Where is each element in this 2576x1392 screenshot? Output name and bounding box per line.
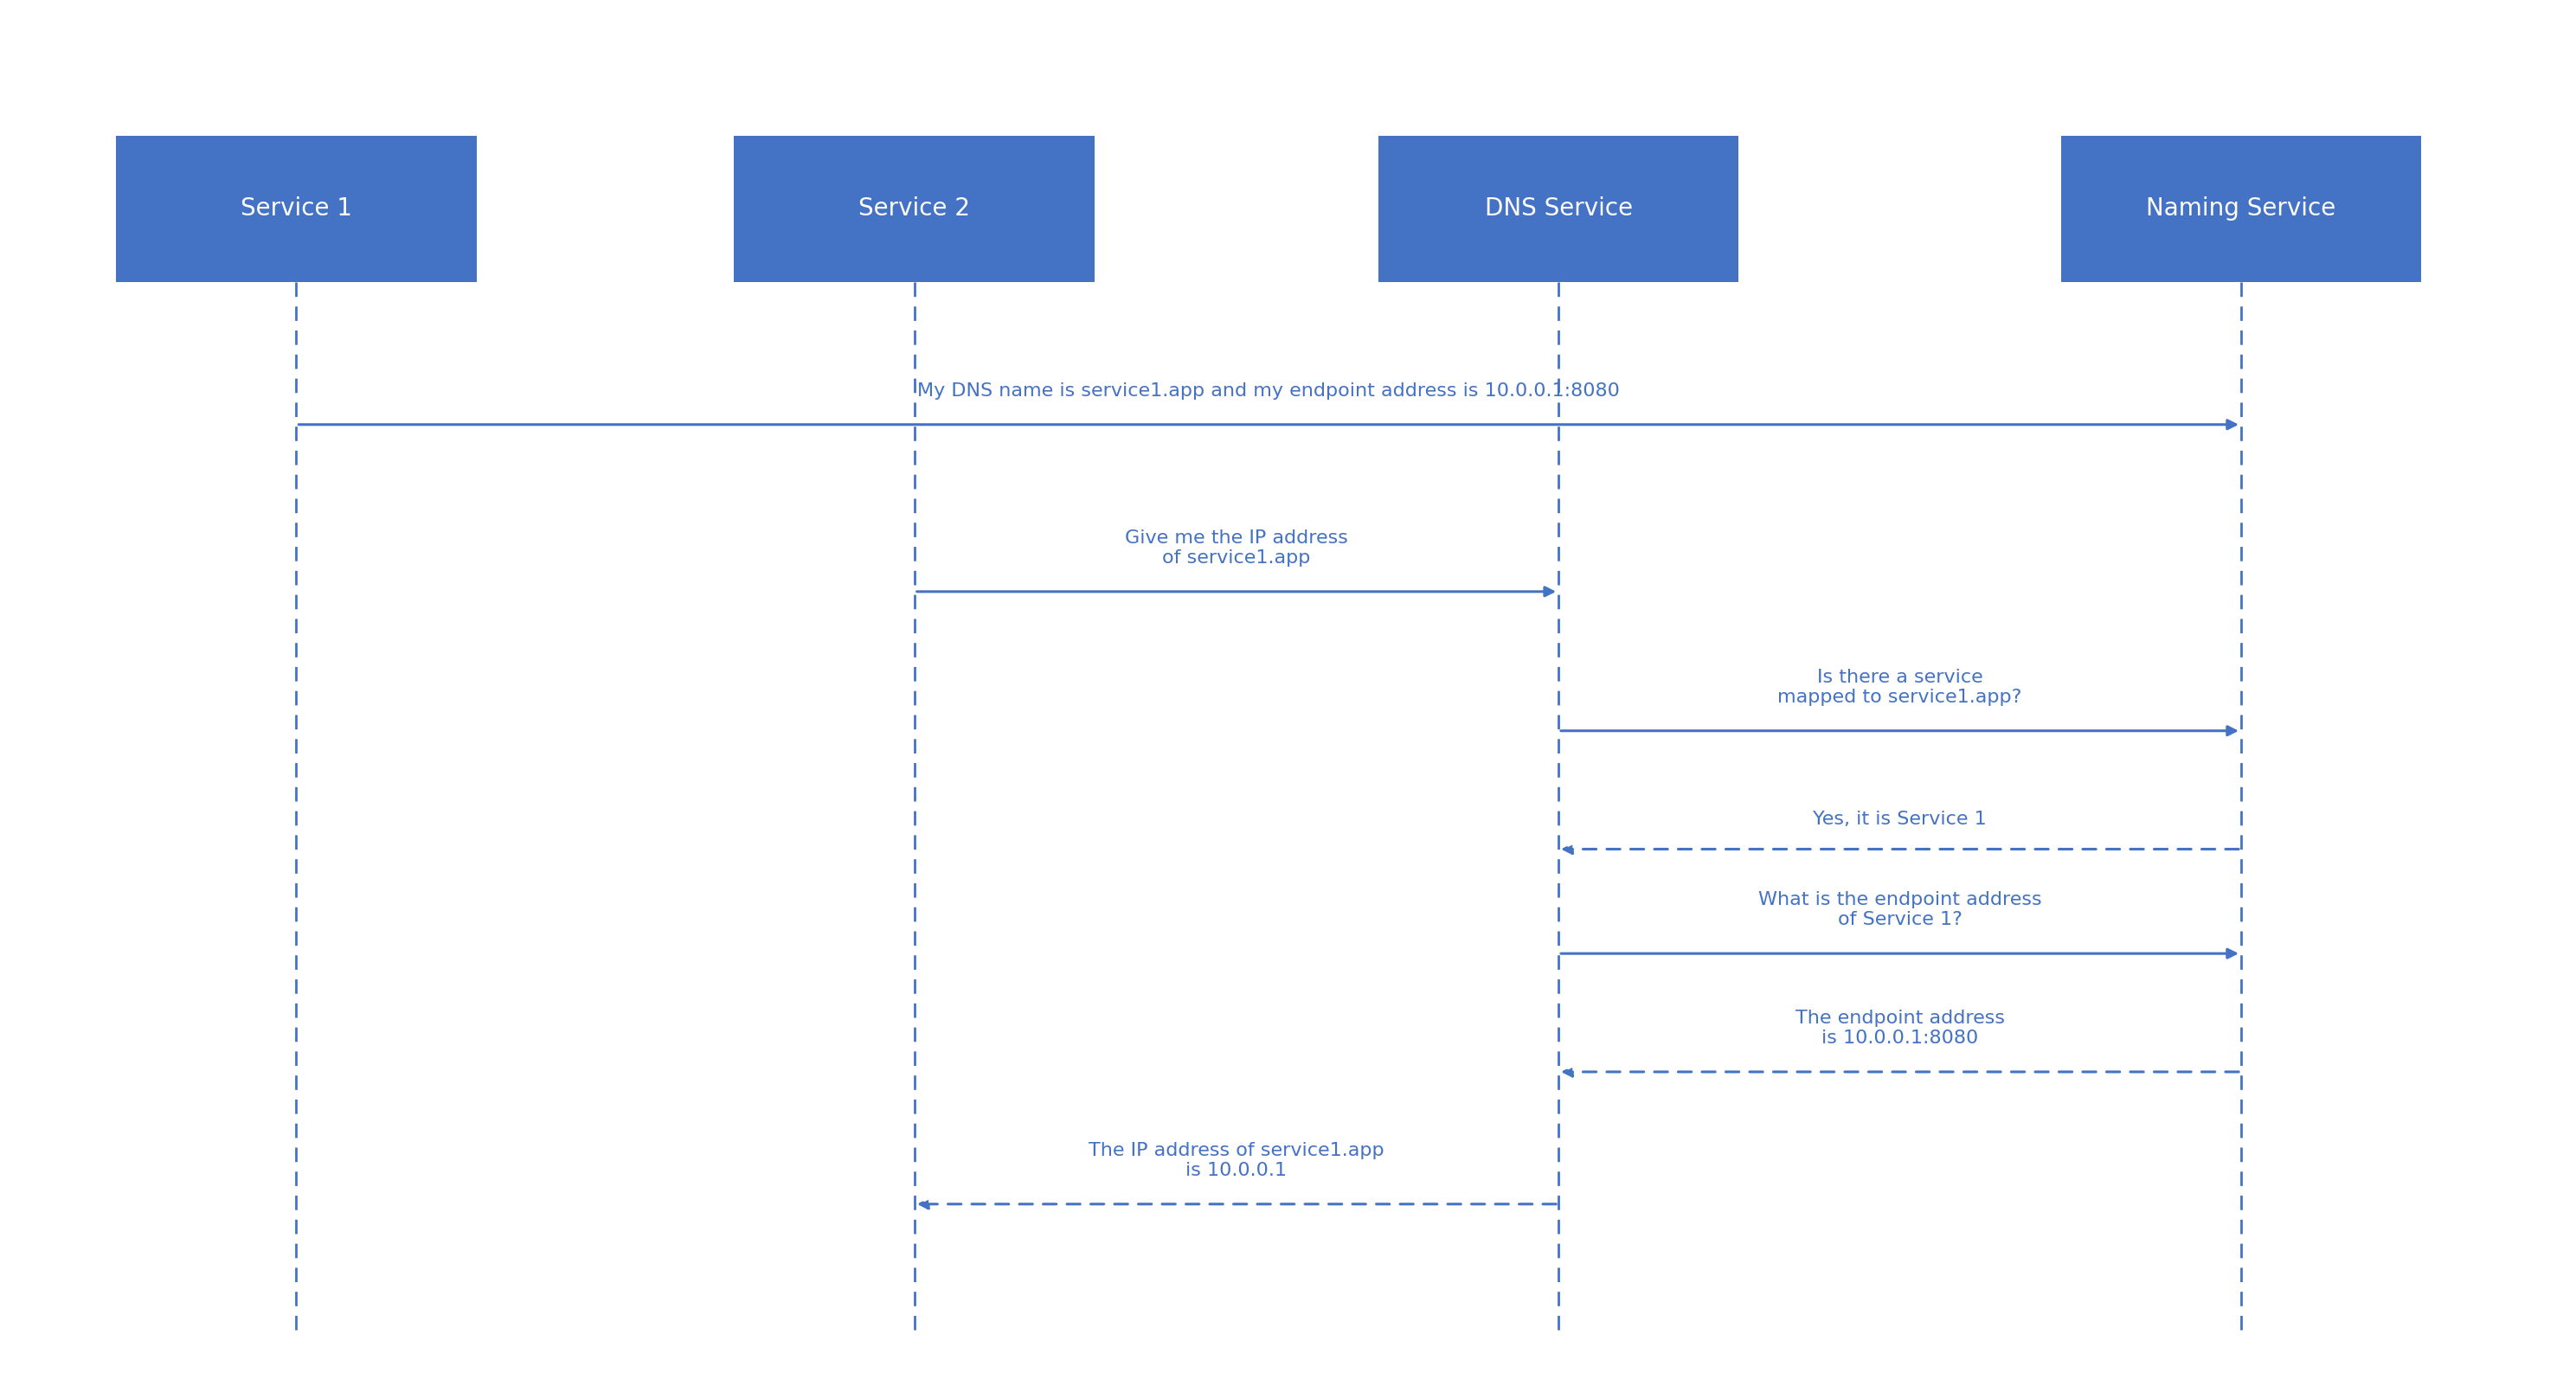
Text: The IP address of service1.app
is 10.0.0.1: The IP address of service1.app is 10.0.0… xyxy=(1090,1141,1383,1179)
Text: Service 1: Service 1 xyxy=(240,196,353,221)
Text: Naming Service: Naming Service xyxy=(2146,196,2336,221)
Text: What is the endpoint address
of Service 1?: What is the endpoint address of Service … xyxy=(1757,891,2043,928)
Text: The endpoint address
is 10.0.0.1:8080: The endpoint address is 10.0.0.1:8080 xyxy=(1795,1009,2004,1047)
FancyBboxPatch shape xyxy=(116,136,477,281)
Text: My DNS name is service1.app and my endpoint address is 10.0.0.1:8080: My DNS name is service1.app and my endpo… xyxy=(917,383,1620,400)
FancyBboxPatch shape xyxy=(2061,136,2421,281)
FancyBboxPatch shape xyxy=(1378,136,1739,281)
FancyBboxPatch shape xyxy=(734,136,1095,281)
Text: Is there a service
mapped to service1.app?: Is there a service mapped to service1.ap… xyxy=(1777,668,2022,706)
Text: Yes, it is Service 1: Yes, it is Service 1 xyxy=(1814,812,1986,828)
Text: DNS Service: DNS Service xyxy=(1484,196,1633,221)
Text: Service 2: Service 2 xyxy=(858,196,971,221)
Text: Give me the IP address
of service1.app: Give me the IP address of service1.app xyxy=(1126,529,1347,567)
